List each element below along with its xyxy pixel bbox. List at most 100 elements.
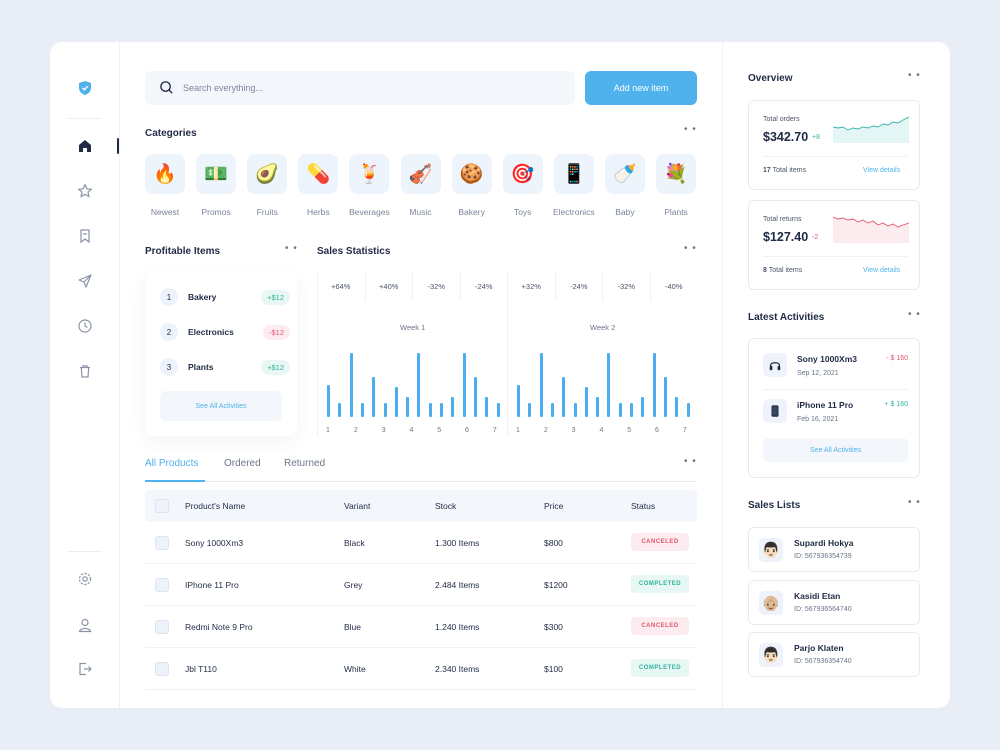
chart-bar	[360, 403, 364, 417]
table-row[interactable]: Sony 1000Xm3 Black 1.300 Items $800 CANCELED	[145, 522, 697, 564]
table-row[interactable]: Jbl T110 White 2.340 Items $100 COMPLETED	[145, 648, 697, 690]
logout-icon[interactable]	[75, 659, 95, 679]
seller-id: ID: 567936354740	[794, 658, 852, 665]
profitable-more-icon[interactable]: • •	[285, 243, 298, 254]
categories-title: Categories	[145, 128, 197, 139]
search-input[interactable]	[183, 83, 563, 93]
chart-bar	[528, 403, 532, 417]
profitable-item[interactable]: 2 Electronics -$12	[160, 322, 290, 342]
profitable-items-card: 1 Bakery +$12 2 Electronics -$12 3 Plant…	[145, 271, 297, 436]
search-bar[interactable]	[145, 71, 575, 105]
category-item[interactable]: 🍹 Beverages	[349, 154, 390, 217]
sales-stats-more-icon[interactable]: • •	[684, 243, 697, 254]
settings-icon[interactable]	[75, 569, 95, 589]
category-item[interactable]: 🍪 Bakery	[451, 154, 493, 217]
star-icon[interactable]	[75, 181, 95, 201]
sales-lists-more-icon[interactable]: • •	[908, 497, 921, 508]
rank-badge: 3	[160, 358, 178, 376]
see-all-activities-button[interactable]: See All Activities	[160, 391, 282, 421]
shield-logo-icon[interactable]	[75, 78, 95, 98]
rank-badge: 2	[160, 323, 178, 341]
avatar: 👨🏻	[759, 643, 783, 667]
trash-icon[interactable]	[75, 361, 95, 381]
x-tick-label: 7	[492, 427, 497, 434]
row-checkbox[interactable]	[155, 620, 169, 634]
latest-activities-title: Latest Activities	[748, 312, 825, 323]
chart-bar	[473, 377, 477, 417]
row-checkbox[interactable]	[155, 662, 169, 676]
product-price: $100	[544, 664, 563, 674]
chart-bar	[630, 403, 633, 417]
total-orders-value: $342.70	[763, 130, 809, 144]
percentage-cell: -24%	[554, 271, 603, 301]
sales-list-item[interactable]: 👨🏻 Supardi Hokya ID: 567936354739	[748, 527, 920, 572]
send-icon[interactable]	[75, 271, 95, 291]
tab-all-products[interactable]: All Products	[145, 458, 199, 469]
add-new-item-button[interactable]: Add new item	[585, 71, 697, 105]
x-tick-label: 2	[353, 427, 358, 434]
category-item[interactable]: 💐 Plants	[656, 154, 697, 217]
category-item[interactable]: 🥑 Fruits	[247, 154, 288, 217]
active-nav-indicator	[117, 138, 119, 154]
product-variant: White	[344, 664, 366, 674]
category-item[interactable]: 🔥 Newest	[145, 154, 186, 217]
column-header: Status	[631, 501, 656, 511]
tab-ordered[interactable]: Ordered	[224, 458, 261, 469]
returns-view-details-link[interactable]: View details	[863, 267, 901, 274]
see-all-activities-button[interactable]: See All Activities	[763, 438, 908, 462]
categories-more-icon[interactable]: • •	[684, 124, 697, 135]
activity-item[interactable]: iPhone 11 Pro Feb 16, 2021 + $ 160	[763, 399, 908, 435]
seller-name: Kasidi Etan	[794, 590, 841, 601]
x-tick-label: 6	[655, 427, 659, 434]
activity-item[interactable]: Sony 1000Xm3 Sep 12, 2021 - $ 160	[763, 353, 908, 389]
products-more-icon[interactable]: • •	[684, 456, 697, 467]
sales-list-item[interactable]: 👴🏼 Kasidi Etan ID: 567936564740	[748, 579, 920, 625]
profitable-item-name: Bakery	[188, 292, 217, 302]
category-item[interactable]: 🎯 Toys	[502, 154, 544, 217]
activities-more-icon[interactable]: • •	[908, 309, 921, 320]
category-item[interactable]: 🎻 Music	[400, 154, 442, 217]
sales-list-item[interactable]: 👨🏻 Parjo Klaten ID: 567936354740	[748, 632, 920, 677]
seller-name: Supardi Hokya	[794, 538, 854, 548]
chart-bar	[584, 387, 588, 417]
chart-bar	[327, 385, 330, 417]
overview-more-icon[interactable]: • •	[908, 70, 921, 81]
user-icon[interactable]	[75, 615, 95, 635]
dashboard-card: Add new item Categories • • 🔥 Newest 💵 Prom…	[50, 42, 950, 708]
bookmark-icon[interactable]	[75, 226, 95, 246]
chart-bar	[686, 403, 690, 417]
activity-date: Feb 16, 2021	[797, 416, 839, 423]
home-icon[interactable]	[75, 136, 95, 156]
profitable-item[interactable]: 3 Plants +$12	[160, 357, 290, 377]
product-stock: 2.484 Items	[435, 580, 480, 590]
chart-bar	[652, 353, 656, 417]
category-item[interactable]: 💵 Promos	[196, 154, 237, 217]
percentage-cell: -40%	[649, 271, 698, 301]
latest-activities-card: Sony 1000Xm3 Sep 12, 2021 - $ 160 iPhone…	[748, 338, 920, 478]
category-label: Baby	[615, 207, 635, 217]
clock-icon[interactable]	[75, 316, 95, 336]
table-row[interactable]: Redmi Note 9 Pro Blue 1.240 Items $300 CANCE…	[145, 606, 697, 648]
x-tick-label: 5	[437, 427, 442, 434]
row-checkbox[interactable]	[155, 578, 169, 592]
category-item[interactable]: 💊 Herbs	[298, 154, 339, 217]
category-label: Newest	[150, 207, 180, 217]
category-item[interactable]: 📱 Electronics	[553, 154, 595, 217]
tab-returned[interactable]: Returned	[284, 458, 326, 469]
product-name: IPhone 11 Pro	[185, 580, 239, 590]
profitable-item-name: Plants	[188, 362, 214, 372]
table-row[interactable]: IPhone 11 Pro Grey 2.484 Items $1200 COMPLET…	[145, 564, 697, 606]
chart-bar	[383, 403, 387, 417]
percentage-cell: -32%	[602, 271, 650, 301]
category-icon: 🎯	[502, 154, 543, 194]
select-all-checkbox[interactable]	[155, 499, 169, 513]
profitable-item[interactable]: 1 Bakery +$12	[160, 287, 290, 307]
percentage-cell: +40%	[364, 271, 413, 301]
category-item[interactable]: 🍼 Baby	[604, 154, 646, 217]
rank-badge: 1	[160, 288, 178, 306]
x-tick-label: 4	[409, 427, 414, 434]
orders-view-details-link[interactable]: View details	[863, 167, 901, 174]
activity-name: iPhone 11 Pro	[797, 400, 854, 410]
category-label: Promos	[201, 207, 231, 217]
row-checkbox[interactable]	[155, 536, 169, 550]
